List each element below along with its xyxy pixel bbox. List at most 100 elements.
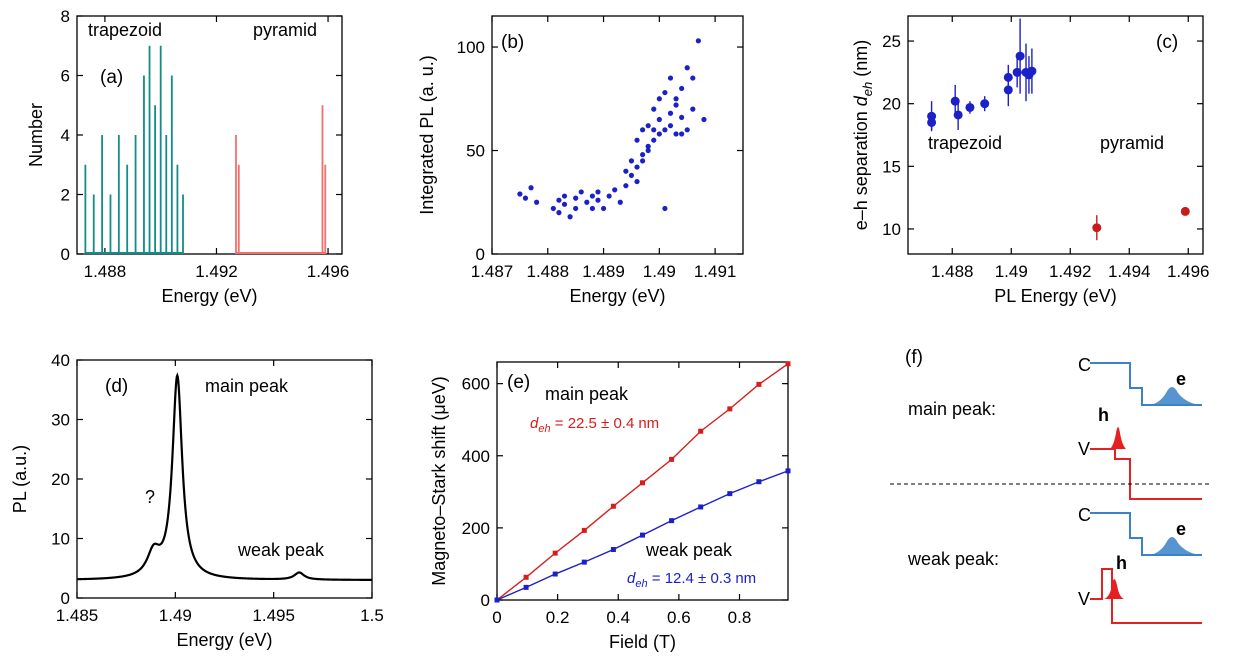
data-point	[1003, 85, 1013, 95]
plot-frame	[491, 15, 744, 255]
x-tick-label: 0.2	[546, 608, 570, 627]
y-axis-label: Number	[26, 103, 46, 167]
x-tick-label: 1.488	[84, 262, 127, 281]
y-axis-label: Magneto–Stark shift (μeV)	[429, 376, 449, 585]
y-tick-label: 25	[882, 32, 901, 51]
data-point	[673, 102, 679, 108]
y-tick-label: 10	[51, 530, 70, 549]
histogram-bar	[143, 75, 145, 254]
data-point	[1092, 223, 1102, 233]
data-point	[690, 75, 696, 81]
histogram-bar	[109, 194, 112, 254]
y-tick-label: 0	[476, 245, 485, 264]
data-point	[695, 38, 701, 44]
data-point	[656, 116, 662, 123]
data-point	[589, 205, 596, 212]
data-point	[623, 168, 629, 174]
data-point	[640, 127, 646, 133]
electron-label: e	[1176, 369, 1186, 389]
plot-frame	[76, 15, 343, 255]
data-point	[651, 106, 657, 112]
data-point	[651, 137, 657, 143]
panel-d-spectrum: 1.485 1.49 1.495 1.5 0 10 20 30 40 Energy (eV) PL …	[10, 351, 384, 650]
data-point	[517, 191, 523, 197]
x-axis-label: Energy (eV)	[176, 630, 272, 650]
data-point	[684, 127, 690, 133]
panel-label: (a)	[100, 67, 123, 88]
data-point	[561, 201, 568, 207]
data-point	[634, 164, 640, 170]
data-point	[727, 491, 733, 497]
data-point	[534, 199, 540, 205]
annotation-main-title: main peak	[545, 384, 629, 404]
data-point	[756, 479, 762, 485]
data-point	[612, 187, 618, 193]
panel-label: (f)	[905, 347, 923, 368]
x-tick-label: 1.485	[56, 606, 99, 625]
data-point	[581, 527, 587, 533]
x-tick-label: 1.49	[995, 262, 1028, 281]
valence-label: V	[1078, 589, 1090, 609]
panel-c-separation: 1.488 1.49 1.492 1.494 1.496 10 15 20 25 PL Energ…	[851, 15, 1210, 306]
x-tick-label: 1.487	[471, 262, 514, 281]
panel-label: (e)	[507, 372, 530, 393]
annotation-trapezoid: trapezoid	[928, 133, 1002, 153]
y-tick-label: 0	[61, 589, 70, 608]
data-point	[623, 183, 629, 189]
data-point	[556, 210, 562, 216]
y-tick-label: 20	[51, 470, 70, 489]
x-tick-label: 1.496	[1167, 262, 1210, 281]
y-tick-label: 40	[51, 351, 70, 370]
data-point	[1027, 66, 1037, 76]
histogram-bar	[126, 164, 129, 254]
y-tick-label: 600	[462, 375, 490, 394]
data-point	[656, 96, 662, 102]
x-tick-label: 0.8	[728, 608, 752, 627]
electron-wavefunction	[1150, 387, 1200, 405]
formula-rest: = 22.5 ± 0.4	[551, 415, 635, 432]
data-point	[645, 147, 651, 154]
x-axis-label: Field (T)	[609, 632, 676, 652]
formula-var: d	[627, 570, 636, 587]
electron-wavefunction	[1150, 537, 1200, 555]
row-label: main peak:	[908, 399, 996, 419]
data-point	[756, 381, 762, 387]
hole-wavefunction	[1104, 579, 1124, 599]
histogram-bar	[84, 164, 87, 254]
x-tick-label: 1.492	[1049, 262, 1092, 281]
formula-unit: nm	[638, 415, 659, 432]
pl-spectrum-line	[76, 372, 372, 581]
x-axis-label: Energy (eV)	[161, 286, 257, 306]
plot-frame	[496, 361, 789, 601]
data-point	[656, 131, 662, 137]
data-point	[669, 456, 675, 462]
panel-a-histogram: 1.488 1.492 1.496 0 2 4 6 8 Energy (eV) Number (a)…	[26, 7, 349, 306]
y-tick-label: 50	[466, 142, 485, 161]
data-point	[640, 158, 646, 164]
data-point	[684, 65, 690, 71]
conduction-label: C	[1078, 355, 1091, 375]
data-point	[679, 131, 685, 137]
annotation-weak-formula: deh = 12.4 ± 0.3 nm	[627, 570, 756, 590]
x-tick-label: 1.492	[195, 262, 238, 281]
data-point	[1180, 206, 1190, 216]
x-axis-label: Energy (eV)	[569, 286, 665, 306]
hole-label: h	[1098, 405, 1109, 425]
y-axis-label-main: e–h separation	[851, 106, 871, 230]
data-point	[701, 116, 707, 123]
data-point	[785, 468, 791, 474]
data-point	[628, 172, 635, 178]
data-point	[595, 197, 601, 203]
data-point	[698, 428, 704, 434]
data-point	[667, 123, 674, 129]
histogram-bar	[321, 105, 324, 254]
x-tick-label: 0.6	[667, 608, 691, 627]
data-point	[617, 199, 623, 205]
data-point	[584, 199, 590, 205]
y-tick-label: 400	[462, 447, 490, 466]
histogram-bar	[148, 45, 151, 254]
data-point	[589, 193, 596, 199]
x-tick-label: 1.495	[252, 606, 295, 625]
formula-unit: nm	[735, 570, 756, 587]
